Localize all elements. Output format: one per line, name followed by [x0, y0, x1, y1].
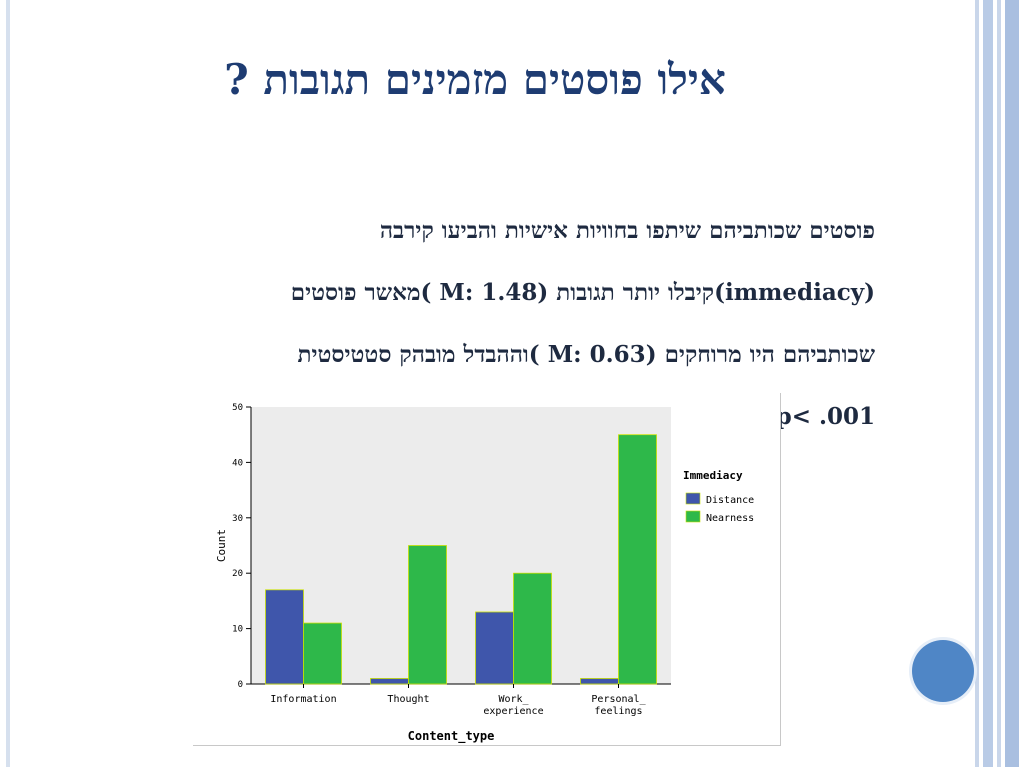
bar-chart-panel: 0 10 20 30 40 50 Count Information Thought Work_ e…: [193, 393, 781, 746]
legend-label-nearness: Nearness: [706, 513, 754, 524]
bar-distance-4: [580, 678, 619, 685]
bar-distance-2: [370, 678, 409, 685]
x-tick-label: Information: [270, 694, 336, 705]
legend-swatch-distance: [685, 492, 701, 505]
y-axis-label: Count: [215, 529, 228, 562]
bar-nearness-4: [618, 434, 657, 685]
bar-distance-1: [265, 589, 304, 685]
y-tick-label: 0: [238, 680, 243, 690]
right-border-stripes: [975, 0, 1023, 767]
y-tick-label: 10: [232, 625, 243, 635]
y-tick-label: 50: [232, 403, 243, 413]
y-tick-label: 30: [232, 514, 243, 524]
bar-nearness-1: [303, 622, 342, 685]
legend-label-distance: Distance: [706, 495, 754, 506]
decorative-circle: [912, 640, 974, 702]
y-tick-label: 40: [232, 458, 243, 468]
x-tick-label: experience: [483, 706, 543, 717]
slide-title: אילו פוסטים מזמינים תגובות ?: [224, 55, 726, 104]
bar-chart: 0 10 20 30 40 50 Count Information Thought Work_e…: [215, 403, 754, 744]
bar-nearness-3: [513, 572, 552, 685]
x-axis-label: Content_type: [408, 729, 495, 744]
body-line-1: פוסטים שכותביהם שיתפו בחוויות אישיות והב…: [379, 217, 875, 244]
body-line-3: שכותביהם היו מרוחקים (M: 0.63 )וההבדל מו…: [297, 341, 875, 368]
x-tick-label: Thought: [387, 694, 429, 705]
y-tick-label: 20: [232, 569, 243, 579]
bar-nearness-2: [408, 545, 447, 685]
body-line-2: (immediacy)קיבלו יותר תגובות (M: 1.48 )מ…: [290, 279, 875, 306]
x-tick-label: feelings: [594, 706, 642, 717]
bar-distance-3: [475, 611, 514, 685]
legend-swatch-nearness: [685, 510, 701, 523]
left-border-stripe: [6, 0, 10, 767]
x-tick-label: Personal_: [591, 694, 646, 705]
legend-title: Immediacy: [683, 469, 743, 482]
x-tick-label: Work_: [498, 694, 529, 705]
